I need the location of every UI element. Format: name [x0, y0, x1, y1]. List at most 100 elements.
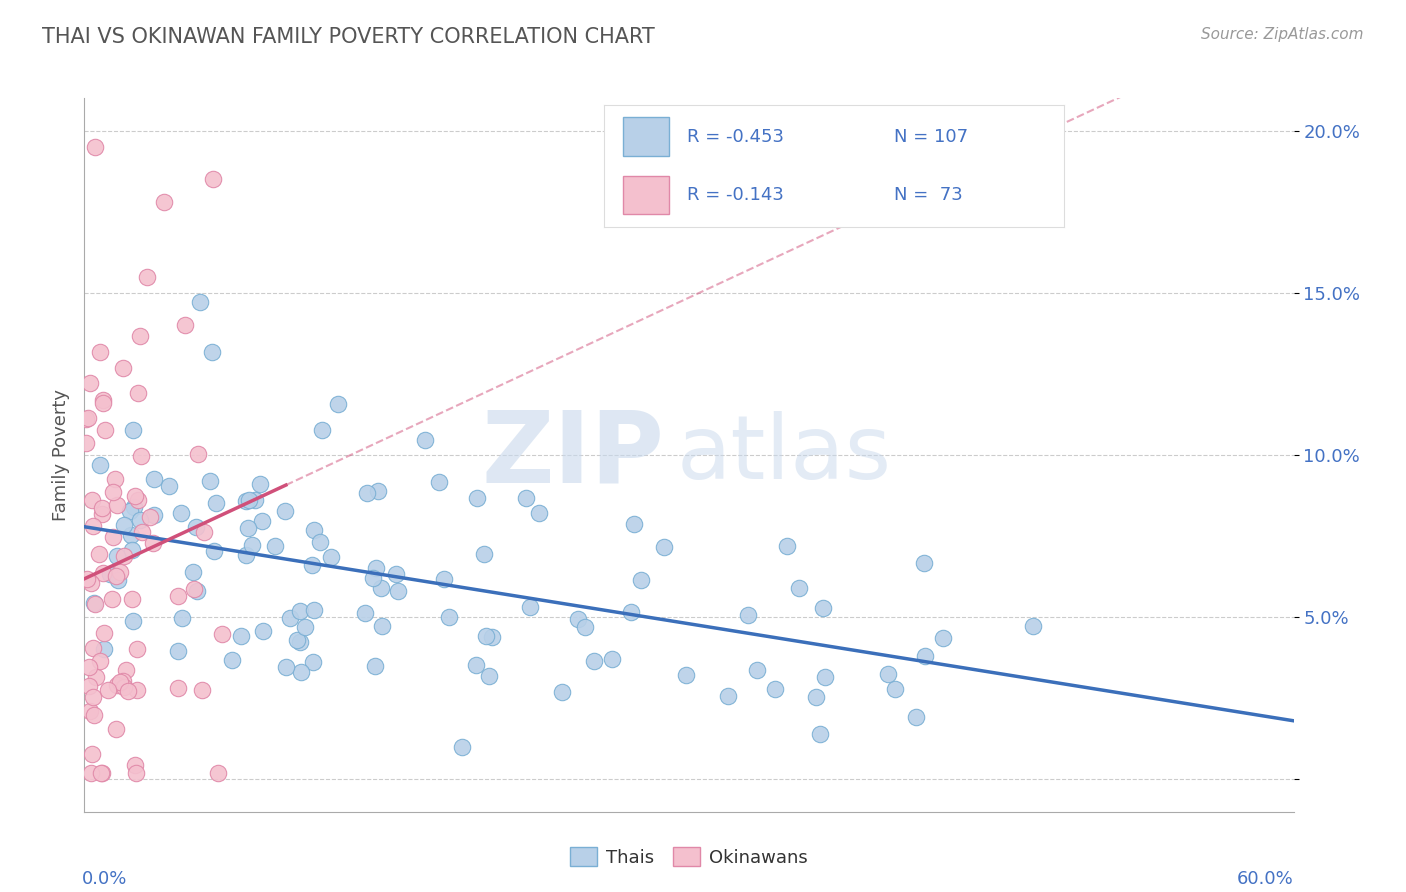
Point [363, 659, 385, 673]
Point [675, 667, 697, 681]
Point [127, 492, 149, 507]
Point [139, 509, 162, 524]
Point [188, 294, 211, 309]
Point [238, 493, 260, 508]
Point [111, 674, 134, 689]
Point [153, 194, 176, 209]
Point [82, 519, 104, 533]
Point [105, 569, 128, 583]
Point [120, 528, 142, 542]
Point [811, 601, 834, 615]
Point [321, 550, 343, 565]
Point [745, 663, 768, 677]
Point [98, 566, 121, 581]
Point [80, 576, 103, 591]
Point [193, 524, 215, 539]
Point [82, 747, 104, 762]
Point [370, 581, 392, 595]
Point [167, 681, 190, 695]
Point [186, 520, 208, 534]
Point [515, 491, 537, 505]
Point [91, 507, 114, 521]
Point [121, 423, 143, 437]
Point [105, 678, 128, 692]
Point [623, 517, 645, 532]
Point [288, 604, 311, 618]
Point [101, 530, 124, 544]
Point [83, 596, 105, 610]
Point [278, 610, 301, 624]
Point [131, 524, 153, 539]
Point [274, 660, 297, 674]
Point [112, 549, 135, 563]
Point [136, 269, 159, 284]
Point [100, 592, 122, 607]
Point [763, 682, 786, 697]
Point [551, 684, 574, 698]
Point [186, 584, 208, 599]
Point [465, 657, 488, 672]
Text: Source: ZipAtlas.com: Source: ZipAtlas.com [1201, 27, 1364, 42]
Point [112, 517, 135, 532]
Point [311, 423, 333, 437]
Point [211, 626, 233, 640]
Point [115, 663, 138, 677]
Point [104, 722, 127, 736]
Point [124, 489, 146, 503]
Point [717, 690, 740, 704]
Point [250, 514, 273, 528]
Point [481, 630, 503, 644]
Point [235, 494, 257, 508]
Point [285, 632, 308, 647]
Point [77, 679, 100, 693]
Point [80, 493, 103, 508]
Point [75, 412, 97, 426]
Point [170, 610, 193, 624]
Point [191, 682, 214, 697]
Point [290, 665, 312, 679]
Point [107, 498, 129, 512]
Point [574, 620, 596, 634]
Point [76, 411, 98, 425]
Point [914, 649, 936, 664]
Point [737, 608, 759, 623]
Point [174, 318, 197, 333]
Point [76, 572, 98, 586]
Point [654, 540, 676, 554]
Point [356, 486, 378, 500]
Point [274, 504, 297, 518]
Point [433, 572, 456, 586]
Point [87, 547, 110, 561]
Point [385, 566, 408, 581]
Point [235, 549, 257, 563]
Point [129, 328, 152, 343]
Point [202, 544, 225, 558]
Point [90, 765, 112, 780]
Point [142, 535, 165, 549]
Point [80, 765, 103, 780]
Point [302, 603, 325, 617]
Point [301, 558, 323, 573]
Point [451, 739, 474, 754]
Point [91, 566, 114, 580]
Point [97, 683, 120, 698]
Point [202, 172, 225, 186]
Point [91, 392, 114, 407]
Point [302, 524, 325, 538]
Point [77, 660, 100, 674]
Point [166, 644, 188, 658]
Point [93, 626, 115, 640]
Point [104, 472, 127, 486]
Point [117, 684, 139, 698]
Point [302, 655, 325, 669]
Point [103, 485, 125, 500]
Point [121, 591, 143, 606]
Point [290, 635, 312, 649]
Point [79, 376, 101, 390]
Point [75, 435, 97, 450]
Point [789, 581, 811, 595]
Point [125, 765, 148, 780]
Point [124, 500, 146, 515]
Text: ZIP: ZIP [482, 407, 665, 503]
Point [567, 612, 589, 626]
